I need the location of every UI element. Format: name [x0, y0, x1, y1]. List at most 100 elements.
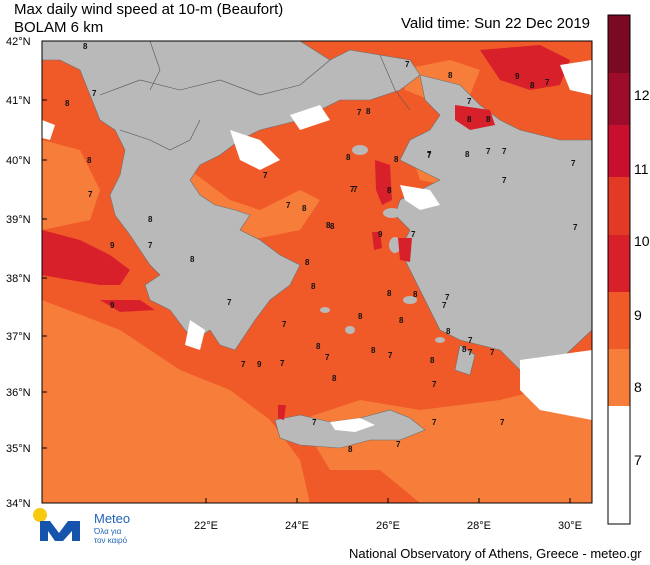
sea-9-10-ionian-small: [100, 300, 155, 312]
wind-value-label: 7: [432, 380, 437, 389]
logo-tagline: Όλα για τον καιρό: [94, 527, 128, 545]
wind-value-label: 8: [311, 282, 316, 291]
white-peloponnese: [185, 320, 205, 350]
wind-value-label: 7: [357, 108, 362, 117]
wind-value-label: 7: [432, 418, 437, 427]
lemnos-land: [352, 145, 368, 155]
colorbar: 12 11 10 9 8 7: [607, 14, 650, 525]
colorbar-swatch-7-8: [608, 349, 630, 406]
wind-value-label: 7: [350, 185, 355, 194]
wind-value-label: 8: [358, 312, 363, 321]
lon-label: 24°E: [285, 520, 309, 532]
chart-title: Max daily wind speed at 10-m (Beaufort): [14, 1, 284, 18]
sea-7-8-ionian-north: [42, 140, 100, 230]
wind-value-label: 7: [241, 360, 246, 369]
colorbar-label: 8: [634, 379, 642, 395]
colorbar-swatch-11-12: [608, 73, 630, 125]
wind-value-label: 8: [399, 316, 404, 325]
wind-value-label: 7: [468, 336, 473, 345]
wind-value-label: 7: [502, 176, 507, 185]
wind-value-label: 9: [515, 72, 520, 81]
black-sea-white: [560, 60, 592, 95]
kos-land: [435, 337, 445, 343]
wind-value-label: 7: [545, 78, 550, 87]
wind-value-label: 7: [427, 150, 432, 159]
wind-value-label: 7: [396, 440, 401, 449]
wind-value-label: 8: [446, 327, 451, 336]
white-thasos: [290, 105, 330, 130]
meteo-logo: [33, 508, 80, 541]
wind-value-label: 8: [302, 204, 307, 213]
wind-value-label: 8: [87, 156, 92, 165]
wind-value-label: 7: [445, 293, 450, 302]
white-adriatic: [42, 120, 55, 140]
lon-label: 26°E: [376, 520, 400, 532]
lat-label: 38°N: [6, 273, 31, 285]
sun-icon: [33, 508, 47, 522]
map-frame: [41, 40, 593, 504]
wind-value-label: 7: [411, 230, 416, 239]
colorbar-swatch-9: [608, 235, 630, 292]
wind-value-label: 7: [500, 418, 505, 427]
colorbar-label: 10: [634, 233, 650, 249]
colorbar-swatch-below-7: [608, 406, 630, 524]
sea-9-10-ionian: [42, 230, 130, 285]
wind-value-label: 8: [448, 71, 453, 80]
sea-9-10-east-aegean: [398, 238, 412, 262]
wind-value-label: 8: [346, 153, 351, 162]
wind-value-label: 7: [312, 418, 317, 427]
wind-value-label: 8: [316, 342, 321, 351]
wind-value-label: 8: [413, 290, 418, 299]
colorbar-label: 11: [634, 161, 649, 177]
wind-value-label: 9: [110, 241, 115, 250]
wind-value-label: 9: [257, 360, 262, 369]
wind-value-label: 8: [348, 445, 353, 454]
colorbar-swatch-12plus: [608, 15, 630, 73]
wind-value-label: 9: [110, 301, 115, 310]
lat-label: 35°N: [6, 443, 31, 455]
colorbar-frame: [607, 14, 631, 525]
lat-label: 39°N: [6, 214, 31, 226]
colorbar-swatch-9-10: [608, 177, 630, 235]
wind-value-label: 7: [468, 348, 473, 357]
sea-9-10-marmara: [455, 105, 495, 130]
wind-value-label: 7: [88, 190, 93, 199]
wind-value-label: 8: [190, 255, 195, 264]
wind-value-label: 8: [430, 356, 435, 365]
wind-value-label: 7: [263, 171, 268, 180]
wind-value-label: 8: [465, 150, 470, 159]
wind-value-label: 8: [467, 115, 472, 124]
wind-value-label: 7: [502, 147, 507, 156]
logo-brand: Meteo: [94, 511, 131, 526]
wind-value-label: 7: [282, 320, 287, 329]
lat-label: 42°N: [6, 36, 31, 48]
wind-value-label: 8: [530, 81, 535, 90]
footer-credit: National Observatory of Athens, Greece -…: [349, 546, 642, 561]
cyclades-island-land: [320, 307, 330, 313]
wind-value-label: 7: [353, 185, 358, 194]
sea-9-10-crete-west: [278, 405, 286, 420]
lon-label: 28°E: [467, 520, 491, 532]
wind-value-label: 8: [462, 345, 467, 354]
wind-value-label: 8: [65, 99, 70, 108]
lat-label: 40°N: [6, 155, 31, 167]
white-levant: [520, 350, 592, 420]
wind-value-label: 7: [573, 223, 578, 232]
border-lines-west-2: [149, 41, 161, 91]
sea-7-8-ionian-south: [42, 300, 310, 503]
naxos-land: [345, 326, 355, 334]
colorbar-swatch-8-9: [608, 292, 630, 349]
wind-value-label: 8: [387, 186, 392, 195]
wind-value-label: 8: [366, 107, 371, 116]
wind-value-label: 9: [378, 230, 383, 239]
anatolia-land: [394, 74, 592, 381]
wind-value-label: 8: [371, 346, 376, 355]
lesvos-land: [383, 208, 401, 218]
wind-value-label: 7: [388, 351, 393, 360]
greece-balkans-land: [42, 41, 421, 351]
wind-value-label: 7: [227, 298, 232, 307]
wind-value-label: 8: [83, 42, 88, 51]
lon-label: 22°E: [194, 520, 218, 532]
lon-label: 30°E: [558, 520, 582, 532]
border-lines-thrace: [379, 54, 411, 111]
